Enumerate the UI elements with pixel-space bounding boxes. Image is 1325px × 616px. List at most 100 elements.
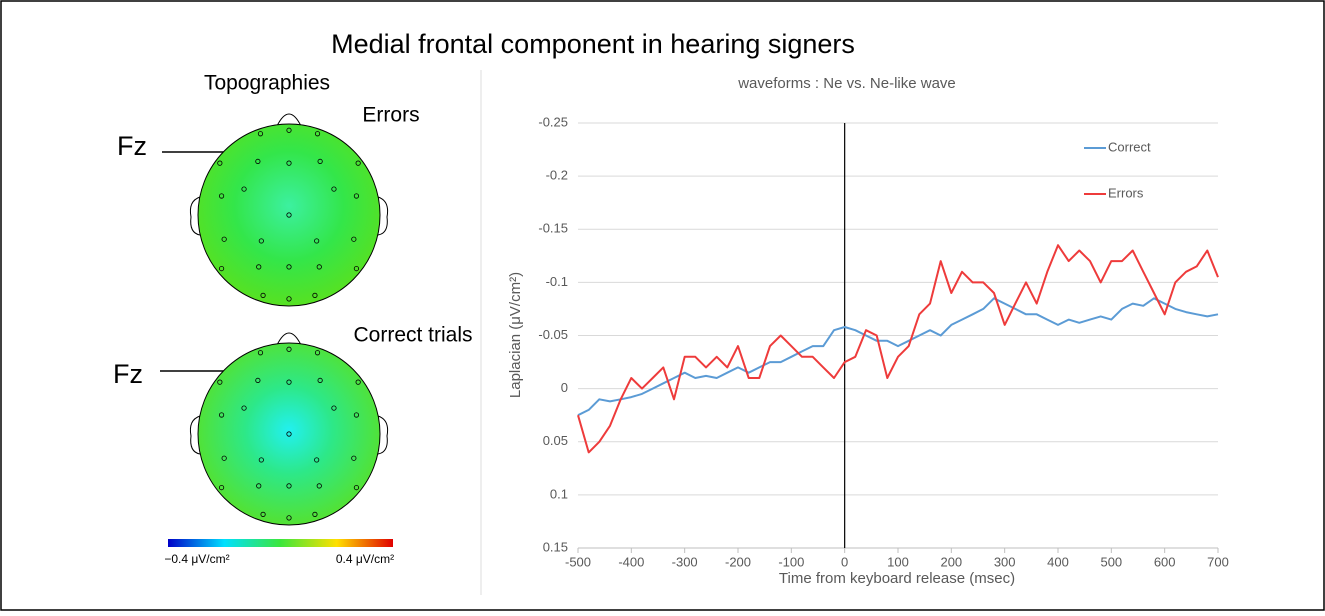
electrode — [286, 515, 292, 521]
electrode-label: Fz — [113, 359, 143, 389]
electrode — [355, 160, 361, 166]
electrode — [314, 350, 321, 356]
y-tick-label: -0.15 — [538, 221, 568, 236]
electrode — [353, 193, 360, 199]
electrode — [312, 511, 318, 517]
electrode — [258, 238, 264, 244]
electrode — [317, 158, 323, 165]
y-axis-label: Laplacian (μV/cm²) — [507, 272, 524, 398]
electrode — [351, 236, 357, 242]
electrode — [217, 379, 223, 385]
electrode — [256, 483, 262, 489]
electrode — [331, 405, 337, 411]
electrode — [221, 455, 227, 461]
scalp — [197, 123, 381, 307]
x-tick-label: -300 — [672, 554, 698, 569]
y-tick-label: 0 — [561, 380, 568, 395]
x-tick-label: -100 — [778, 554, 804, 569]
electrode — [255, 158, 261, 165]
electrode — [217, 160, 223, 166]
x-tick-label: -400 — [618, 554, 644, 569]
nose — [276, 332, 302, 346]
series-line — [577, 297, 1219, 417]
electrode — [218, 265, 225, 272]
electrode — [312, 292, 318, 298]
electrode — [256, 264, 262, 270]
x-axis-label: Time from keyboard release (msec) — [779, 570, 1015, 587]
legend-label: Correct — [1108, 139, 1151, 154]
electrode — [316, 483, 322, 489]
x-tick-label: 200 — [940, 554, 962, 569]
ear — [377, 196, 389, 236]
electrode — [241, 405, 247, 411]
colorbar — [168, 539, 393, 547]
electrode — [317, 377, 323, 384]
y-tick-label: -0.1 — [546, 274, 568, 289]
electrode — [260, 292, 266, 298]
colorbar-min: −0.4 μV/cm² — [164, 552, 229, 566]
electrode — [316, 264, 322, 270]
y-tick-label: 0.15 — [543, 539, 568, 554]
electrode — [314, 131, 321, 137]
series-line — [577, 244, 1219, 454]
x-tick-label: -500 — [565, 554, 591, 569]
x-tick-label: 300 — [994, 554, 1016, 569]
electrode — [218, 193, 225, 199]
topographies: Errors Fz Correct trials Fz — [113, 104, 473, 526]
electrode — [353, 265, 360, 272]
ear — [189, 196, 201, 236]
y-tick-label: 0.1 — [550, 486, 568, 501]
x-tick-label: 0 — [841, 554, 848, 569]
x-tick-label: 700 — [1207, 554, 1229, 569]
electrode — [353, 484, 360, 491]
x-tick-label: 100 — [887, 554, 909, 569]
electrode — [260, 511, 266, 517]
electrode — [355, 379, 361, 385]
electrode — [286, 483, 292, 489]
panel-title: Topographies — [204, 72, 330, 95]
chart-title: waveforms : Ne vs. Ne-like wave — [737, 75, 956, 92]
x-tick-label: -200 — [725, 554, 751, 569]
electrode — [286, 160, 292, 166]
electrode — [314, 238, 320, 244]
map-label: Correct trials — [353, 324, 472, 347]
electrode — [351, 455, 357, 461]
legend-label: Errors — [1108, 185, 1144, 200]
electrode — [257, 131, 264, 137]
x-tick-label: 400 — [1047, 554, 1069, 569]
legend-bg — [1040, 134, 1180, 162]
electrode — [258, 457, 264, 463]
electrode — [286, 264, 292, 270]
y-tick-label: 0.05 — [543, 433, 568, 448]
x-tick-label: 600 — [1154, 554, 1176, 569]
y-tick-label: -0.25 — [538, 114, 568, 129]
electrode — [241, 186, 247, 192]
electrode — [286, 296, 292, 302]
electrode — [286, 127, 292, 133]
electrode — [286, 379, 292, 385]
y-tick-label: -0.2 — [546, 168, 568, 183]
electrode — [218, 412, 225, 418]
ear — [377, 415, 389, 455]
scalp — [197, 342, 381, 526]
y-tick-label: -0.05 — [538, 327, 568, 342]
nose — [276, 113, 302, 127]
electrode — [314, 457, 320, 463]
figure-title: Medial frontal component in hearing sign… — [331, 29, 855, 59]
electrode — [257, 350, 264, 356]
electrode — [331, 186, 337, 192]
electrode — [221, 236, 227, 242]
colorbar-max: 0.4 μV/cm² — [336, 552, 394, 566]
electrode — [286, 346, 292, 352]
legend-bg — [1040, 180, 1180, 208]
map-label: Errors — [362, 104, 419, 127]
electrode — [353, 412, 360, 418]
electrode — [286, 431, 292, 437]
x-tick-label: 500 — [1100, 554, 1122, 569]
electrode-label: Fz — [117, 131, 147, 161]
ear — [189, 415, 201, 455]
electrode — [218, 484, 225, 491]
electrode — [286, 212, 292, 218]
